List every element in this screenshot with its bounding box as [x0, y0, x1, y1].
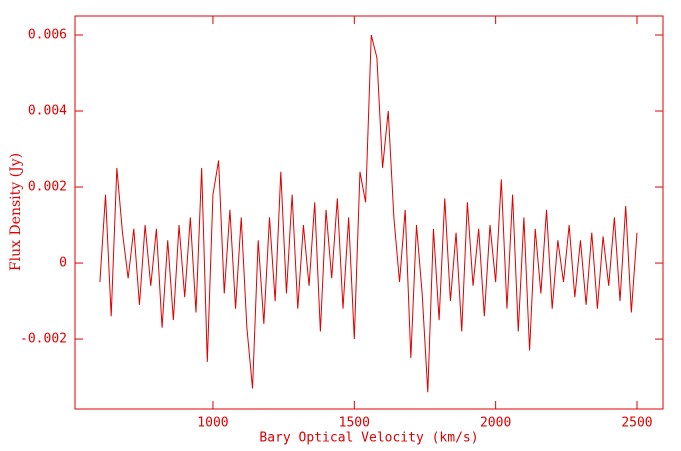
- y-tick-label: 0: [59, 256, 67, 271]
- x-tick-label: 2000: [480, 416, 511, 431]
- y-tick-label: 0.004: [28, 104, 67, 119]
- x-tick-label: 1000: [197, 416, 228, 431]
- y-tick-label: 0.002: [28, 180, 67, 195]
- plot-frame: [74, 15, 664, 410]
- x-tick-label: 1500: [339, 416, 370, 431]
- spectrum-line: [99, 34, 638, 393]
- y-tick-label: -0.002: [20, 332, 67, 347]
- y-tick-label: 0.006: [28, 28, 67, 43]
- y-axis-label: Flux Density (Jy): [8, 153, 24, 271]
- x-tick-label: 2500: [621, 416, 652, 431]
- x-axis-label: Bary Optical Velocity (km/s): [259, 431, 478, 446]
